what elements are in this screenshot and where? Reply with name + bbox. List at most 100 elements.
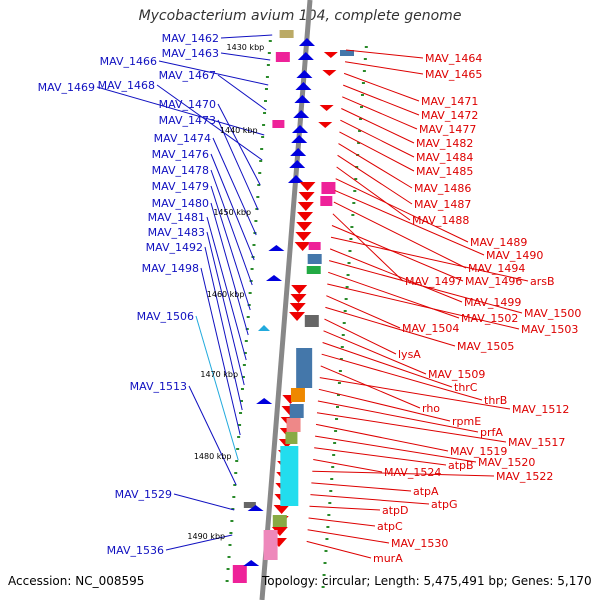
ring-tick [343,310,347,312]
label-leaders [96,34,529,559]
ring-tick [265,76,269,78]
ring-tick [358,130,362,132]
right-gene-label: MAV_1472 [421,109,478,122]
right-gene-label: MAV_1490 [486,249,543,262]
ring-tick [347,262,351,264]
forward-gene-arrow [291,135,308,143]
left-gene-label: MAV_1479 [152,180,209,193]
scale-label: 1460 kbp [207,290,245,299]
leader-line [158,60,269,86]
right-gene-label: MAV_1484 [416,151,473,164]
right-gene-label: MAV_1482 [416,137,473,150]
reverse-gene-arrow [290,294,307,303]
ring-tick [355,166,359,168]
leader-line [308,517,376,527]
accession-label: Accession: NC_008595 [8,574,145,588]
ring-tick [242,364,246,366]
leader-line [309,505,381,511]
ring-tick [340,346,344,348]
ring-tick [344,298,348,300]
leader-line [323,330,427,375]
forward-gene-arrow [292,125,308,133]
scale-label: 1450 kbp [213,208,251,217]
gene-block [340,50,354,56]
forward-gene-arrow [296,70,313,78]
right-gene-label: MAV_1509 [428,368,485,381]
reverse-gene-arrow [289,303,306,312]
left-gene-label: MAV_1536 [107,544,164,557]
reverse-gene-arrow [273,505,290,514]
leader-line [331,225,464,282]
leader-line [340,119,415,158]
ring-tick [339,358,343,360]
leader-line [319,377,511,410]
gene-block [280,446,299,506]
leader-line [333,201,467,269]
ring-tick [241,376,245,378]
forward-gene-arrow [243,560,260,566]
ring-tick [234,472,238,474]
leader-line [217,103,261,186]
forward-gene-arrow [298,38,315,46]
right-gene-label: MAV_1500 [524,307,581,320]
leader-line [321,353,483,401]
ring-tick [329,490,333,492]
ring-tick [226,568,230,570]
right-gene-label: lysA [398,348,421,361]
right-gene-label: arsB [530,275,555,288]
leader-line [96,86,265,136]
left-gene-label: MAV_1492 [146,241,203,254]
reverse-gene-arrow [296,222,313,231]
ring-tick [227,556,231,558]
reverse-gene-arrow [295,232,312,241]
ring-tick [324,550,328,552]
leader-line [307,529,390,544]
leader-line [173,493,235,511]
forward-gene-arrow [247,505,264,511]
ring-tick [357,142,361,144]
leader-line [210,169,253,286]
left-gene-label: MAV_1474 [154,132,211,145]
ring-tick [239,412,243,414]
scale-label: 1480 kbp [194,452,232,461]
reverse-gene-arrow [298,192,315,201]
ring-tick [330,478,334,480]
forward-gene-arrow [289,160,306,168]
reverse-gene-arrow [294,242,311,251]
leader-line [334,189,485,256]
gene-block [279,30,294,38]
gene-block [275,52,290,62]
ring-tick [331,466,335,468]
ring-tick [345,286,349,288]
leader-line [195,315,239,461]
ring-tick [236,448,240,450]
reverse-gene-arrow [289,312,306,321]
gene-block [232,565,247,583]
ring-tick [364,46,368,48]
right-gene-label: rpmE [452,415,481,428]
ring-tick [360,106,363,108]
ring-tick [335,418,339,420]
left-gene-label: MAV_1476 [152,148,209,161]
ring-tick [352,202,356,204]
reverse-gene-arrow [319,105,334,111]
ring-tick [334,430,338,432]
right-gene-label: rho [422,402,440,415]
right-gene-label: prfA [480,426,503,439]
genome-summary: Topology: circular; Length: 5,475,491 bp… [262,574,592,588]
ring-tick [342,322,346,324]
leader-line [327,283,520,330]
forward-gene-arrow [297,52,314,60]
left-gene-label: MAV_1467 [159,69,216,82]
right-gene-label: MAV_1530 [391,537,448,550]
ring-tick [250,268,254,270]
reverse-gene-arrow [323,52,338,58]
left-gene-label: MAV_1480 [152,197,209,210]
right-gene-label: MAV_1505 [457,340,514,353]
gene-block [296,348,313,388]
ring-tick [264,100,267,102]
scale-label: 1490 kbp [187,532,225,541]
ring-tick [337,382,341,384]
scale-label: 1430 kbp [227,43,265,52]
